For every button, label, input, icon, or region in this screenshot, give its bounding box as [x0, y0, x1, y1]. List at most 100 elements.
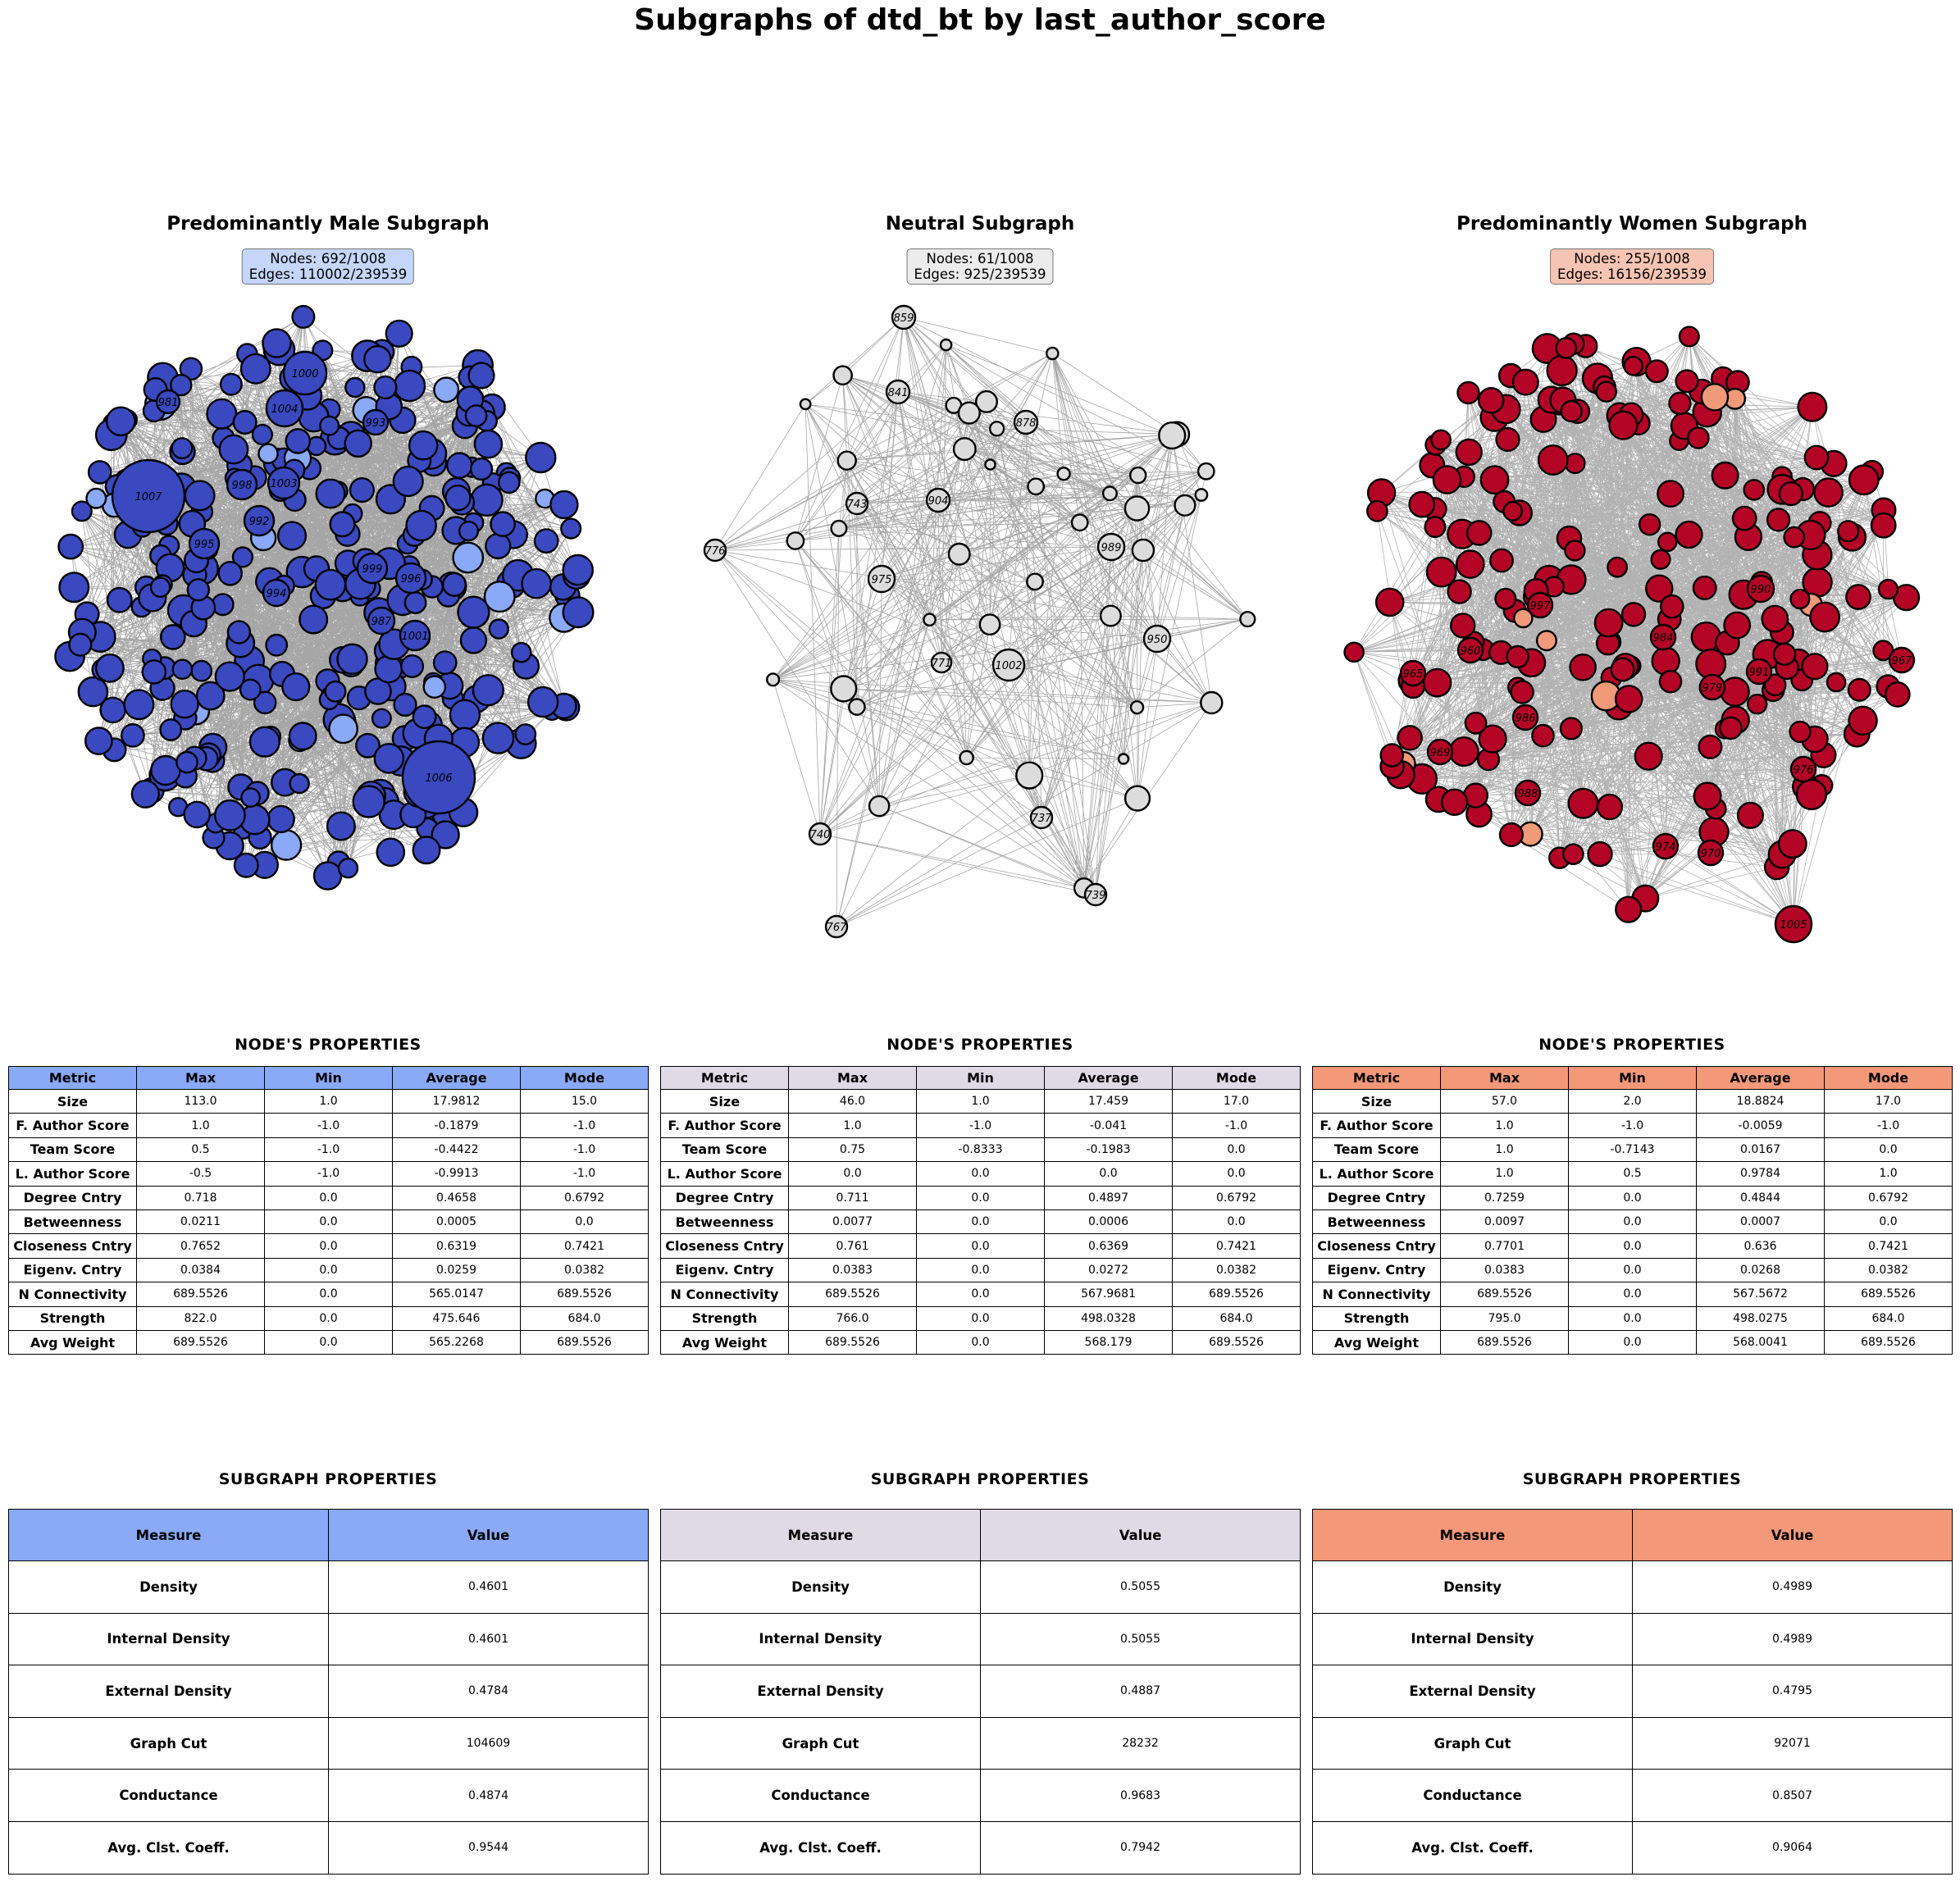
panel-title-neutral: Neutral Subgraph — [885, 213, 1075, 235]
metric-value-max: 766.0 — [788, 1305, 917, 1331]
graph-node — [510, 641, 532, 663]
column-header-mode: Mode — [1172, 1066, 1301, 1090]
graph-node — [1015, 761, 1044, 790]
metric-value-mode: 689.5526 — [1824, 1282, 1953, 1307]
measure-value: 0.4601 — [328, 1612, 649, 1666]
node-label: 976 — [1794, 764, 1814, 777]
graph-node — [344, 429, 372, 458]
graph-node-767 — [824, 914, 849, 939]
graph-node — [1698, 734, 1723, 759]
table-row: Internal Density 0.4989 — [1312, 1612, 1953, 1666]
graph-node-1007 — [111, 458, 186, 534]
measure-value: 0.9544 — [328, 1820, 649, 1875]
metric-value-average: 475.646 — [392, 1305, 521, 1331]
subgraph-properties-title: SUBGRAPH PROPERTIES — [1522, 1470, 1742, 1488]
column-header-value: Value — [980, 1509, 1301, 1561]
graph-node — [549, 490, 579, 520]
metric-value-average: -0.4422 — [392, 1137, 521, 1163]
graph-node — [848, 698, 866, 716]
graph-node-998 — [226, 468, 258, 501]
table-row: Strength 766.0 0.0 498.0328 684.0 — [660, 1305, 1301, 1331]
graph-node — [1477, 387, 1505, 414]
measure-value: 0.7942 — [980, 1820, 1301, 1875]
node-count-text: Nodes: 692/1008 — [270, 251, 386, 266]
node-properties-table-male: Metric Max Min Average Mode Size 113.0 1.0 17.98… — [8, 1066, 649, 1355]
table-row: L. Author Score 1.0 0.5 0.9784 1.0 — [1312, 1161, 1953, 1187]
table-row: Avg Weight 689.5526 0.0 568.0041 689.5526 — [1312, 1329, 1953, 1355]
table-row: Eigenv. Cntry 0.0384 0.0 0.0259 0.0382 — [8, 1257, 649, 1283]
graph-node-960 — [1456, 636, 1484, 664]
table-row: Conductance 0.8507 — [1312, 1769, 1953, 1822]
graph-node — [1564, 540, 1586, 562]
graph-node — [57, 533, 84, 560]
metric-value-max: 0.75 — [788, 1137, 917, 1163]
graph-node — [1848, 464, 1880, 496]
graph-node — [1675, 520, 1703, 549]
table-row: Team Score 0.5 -1.0 -0.4422 -1.0 — [8, 1137, 649, 1163]
graph-node — [412, 836, 441, 865]
graph-node — [832, 365, 853, 385]
graph-node — [1789, 720, 1812, 744]
measure-value: 0.4989 — [1632, 1560, 1953, 1614]
column-header-max: Max — [1440, 1066, 1569, 1090]
column-header-min: Min — [1568, 1066, 1697, 1090]
graph-node — [1546, 354, 1578, 387]
node-label: 1001 — [401, 631, 428, 643]
metric-value-min: 0.0 — [264, 1282, 393, 1307]
graph-node — [337, 858, 359, 879]
metric-value-max: 1.0 — [1440, 1137, 1569, 1163]
graph-node — [464, 404, 488, 427]
graph-node — [267, 804, 295, 834]
node-label: 992 — [249, 516, 270, 528]
measure-value: 0.5055 — [980, 1560, 1301, 1614]
table-row: Eigenv. Cntry 0.0383 0.0 0.0272 0.0382 — [660, 1257, 1301, 1283]
metric-value-average: 0.0006 — [1044, 1209, 1173, 1235]
graph-node — [1761, 604, 1789, 633]
graph-node — [1651, 646, 1680, 676]
table-header-row: Measure Value — [8, 1509, 649, 1561]
graph-node — [214, 661, 245, 692]
table-row: Internal Density 0.4601 — [8, 1612, 649, 1666]
graph-node — [1634, 741, 1663, 771]
graph-node — [1837, 520, 1860, 543]
metric-value-min: 0.0 — [916, 1305, 1045, 1331]
metric-value-max: 0.0077 — [788, 1209, 917, 1235]
metric-value-min: 0.0 — [1568, 1257, 1697, 1283]
graph-node — [190, 659, 213, 682]
node-label: 995 — [194, 539, 215, 551]
node-label: 1000 — [291, 368, 318, 380]
graph-node-967 — [1888, 646, 1916, 674]
metric-value-mode: -1.0 — [520, 1137, 649, 1163]
graph-node — [1129, 700, 1145, 715]
graph-node — [371, 708, 392, 729]
graph-node — [1174, 494, 1197, 517]
table-row: External Density 0.4795 — [1312, 1665, 1953, 1718]
metric-value-mode: 0.6792 — [520, 1185, 649, 1210]
graph-node — [239, 353, 271, 385]
column-header-min: Min — [916, 1066, 1045, 1090]
table-row: N Connectivity 689.5526 0.0 567.5672 689.552… — [1312, 1282, 1953, 1307]
graph-node — [1644, 359, 1669, 384]
metric-value-min: 0.0 — [916, 1209, 1045, 1235]
column-header-mode: Mode — [520, 1066, 649, 1090]
graph-node — [1658, 669, 1683, 694]
metric-label: Avg Weight — [1312, 1329, 1441, 1355]
metric-value-min: 0.0 — [264, 1185, 393, 1210]
metric-label: F. Author Score — [1312, 1113, 1441, 1138]
table-row: Team Score 1.0 -0.7143 0.0167 0.0 — [1312, 1137, 1953, 1163]
graph-node — [959, 749, 974, 766]
graph-node — [400, 654, 425, 679]
subgraph-properties-table-male: Measure Value Density 0.4601 Internal Densit… — [8, 1509, 649, 1875]
graph-node — [1700, 383, 1730, 412]
table-row: N Connectivity 689.5526 0.0 567.9681 689.552… — [660, 1282, 1301, 1307]
metric-value-mode: 0.0382 — [1172, 1257, 1301, 1283]
table-row: External Density 0.4784 — [8, 1665, 649, 1718]
metric-value-max: 0.0 — [788, 1161, 917, 1187]
metric-label: F. Author Score — [8, 1113, 137, 1138]
graph-node — [233, 852, 259, 878]
graph-node — [239, 678, 262, 701]
metric-label: Team Score — [660, 1137, 789, 1163]
graph-node — [1374, 587, 1405, 617]
measure-label: External Density — [660, 1665, 981, 1718]
graph-node-990 — [1746, 574, 1775, 604]
